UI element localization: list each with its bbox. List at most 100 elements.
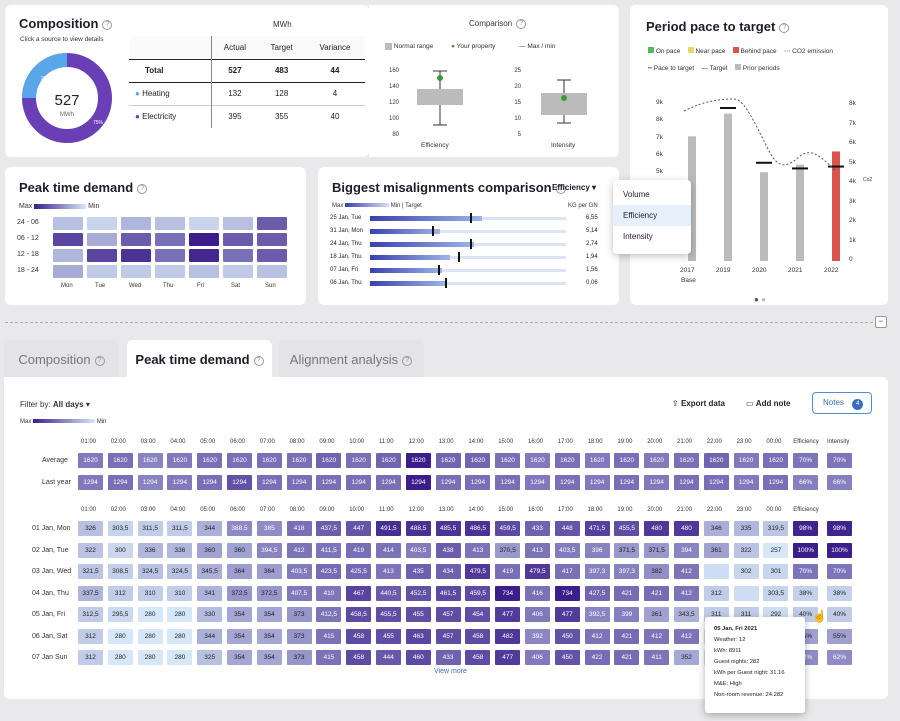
table-row[interactable]: Total 527 483 44 bbox=[129, 59, 365, 82]
peak-cell[interactable] bbox=[121, 249, 151, 262]
heatmap-cell[interactable]: 734 bbox=[554, 585, 580, 601]
heatmap-cell[interactable]: 455,5 bbox=[614, 521, 640, 536]
heatmap-cell[interactable]: 1294 bbox=[167, 475, 193, 490]
heatmap-cell[interactable]: 1620 bbox=[525, 453, 550, 468]
heatmap-cell[interactable]: 421 bbox=[614, 650, 640, 665]
efficiency-cell[interactable]: 70% bbox=[793, 564, 819, 579]
heatmap-cell[interactable]: 410 bbox=[316, 585, 342, 601]
heatmap-cell[interactable]: 373 bbox=[286, 607, 312, 622]
peak-cell[interactable] bbox=[257, 249, 287, 262]
heatmap-cell[interactable]: 364 bbox=[256, 564, 282, 579]
heatmap-cell[interactable]: 455 bbox=[376, 628, 401, 644]
heatmap-cell[interactable] bbox=[703, 564, 729, 579]
heatmap-cell[interactable]: 414 bbox=[376, 542, 401, 558]
heatmap-cell[interactable]: 488,5 bbox=[405, 521, 431, 536]
heatmap-cell[interactable]: 295,5 bbox=[107, 607, 133, 622]
heatmap-cell[interactable]: 335 bbox=[733, 521, 759, 536]
heatmap-cell[interactable]: 459,5 bbox=[465, 585, 491, 601]
heatmap-cell[interactable]: 448 bbox=[554, 521, 580, 536]
info-icon[interactable]: ? bbox=[102, 19, 113, 30]
heatmap-cell[interactable]: 463 bbox=[405, 628, 431, 644]
heatmap-cell[interactable]: 434 bbox=[435, 564, 461, 579]
heatmap-cell[interactable]: 471,5 bbox=[584, 521, 610, 536]
carousel-dots[interactable]: ● ● bbox=[754, 295, 766, 304]
heatmap-cell[interactable]: 412 bbox=[286, 542, 312, 558]
heatmap-cell[interactable]: 280 bbox=[107, 650, 133, 665]
heatmap-cell[interactable]: 461,5 bbox=[435, 585, 461, 601]
peak-cell[interactable] bbox=[223, 233, 253, 246]
heatmap-cell[interactable]: 421 bbox=[614, 585, 640, 601]
heatmap-cell[interactable]: 1620 bbox=[703, 453, 729, 468]
heatmap-cell[interactable]: 412,5 bbox=[316, 607, 342, 622]
peak-cell[interactable] bbox=[155, 265, 185, 278]
tab-composition[interactable]: Composition? bbox=[4, 340, 119, 378]
peak-cell[interactable] bbox=[87, 233, 117, 246]
heatmap-cell[interactable]: 1620 bbox=[376, 453, 401, 468]
heatmap-cell[interactable]: 1294 bbox=[78, 475, 103, 490]
heatmap-cell[interactable]: 403,5 bbox=[286, 564, 312, 579]
heatmap-cell[interactable]: 388,5 bbox=[227, 521, 252, 536]
heatmap-cell[interactable]: 394,5 bbox=[256, 542, 282, 558]
heatmap-cell[interactable]: 280 bbox=[137, 607, 163, 622]
heatmap-cell[interactable]: 1620 bbox=[256, 453, 282, 468]
heatmap-cell[interactable]: 336 bbox=[167, 542, 193, 558]
efficiency-cell[interactable]: 70% bbox=[793, 453, 819, 468]
heatmap-cell[interactable]: 417 bbox=[554, 564, 580, 579]
heatmap-cell[interactable]: 1620 bbox=[614, 453, 640, 468]
peak-cell[interactable] bbox=[257, 217, 287, 230]
heatmap-cell[interactable]: 437,5 bbox=[316, 521, 342, 536]
heatmap-cell[interactable]: 1294 bbox=[137, 475, 163, 490]
heatmap-cell[interactable]: 396 bbox=[584, 542, 610, 558]
option-intensity[interactable]: Intensity bbox=[623, 232, 653, 241]
heatmap-cell[interactable]: 411,5 bbox=[316, 542, 342, 558]
heatmap-cell[interactable]: 457 bbox=[435, 607, 461, 622]
heatmap-cell[interactable]: 312 bbox=[107, 585, 133, 601]
peak-heatmap[interactable]: 24 - 06 06 - 12 12 - 18 18 - 24 Mon Tue Wed Thu… bbox=[15, 217, 305, 305]
heatmap-cell[interactable]: 425,5 bbox=[346, 564, 372, 579]
tab-peak-time-demand[interactable]: Peak time demand? bbox=[127, 340, 272, 380]
intensity-cell[interactable]: 38% bbox=[827, 585, 852, 601]
peak-cell[interactable] bbox=[155, 233, 185, 246]
heatmap-cell[interactable]: 1620 bbox=[107, 453, 133, 468]
heatmap-cell[interactable]: 310 bbox=[167, 585, 193, 601]
heatmap-cell[interactable]: 1620 bbox=[405, 453, 431, 468]
heatmap-cell[interactable]: 1620 bbox=[644, 453, 670, 468]
heatmap-cell[interactable]: 734 bbox=[495, 585, 521, 601]
heatmap-cell[interactable]: 413 bbox=[525, 542, 550, 558]
heatmap-cell[interactable]: 480 bbox=[644, 521, 670, 536]
heatmap-cell[interactable]: 341 bbox=[197, 585, 223, 601]
intensity-cell[interactable]: 70% bbox=[827, 453, 852, 468]
heatmap-cell[interactable]: 361 bbox=[703, 542, 729, 558]
heatmap-cell[interactable]: 458 bbox=[346, 628, 372, 644]
heatmap-cell[interactable]: 1294 bbox=[465, 475, 491, 490]
add-note-button[interactable]: ▭ Add note bbox=[746, 399, 791, 408]
tab-alignment-analysis[interactable]: Alignment analysis? bbox=[278, 340, 424, 378]
heatmap-cell[interactable]: 280 bbox=[107, 628, 133, 644]
heatmap-cell[interactable]: 1620 bbox=[435, 453, 461, 468]
heatmap-cell[interactable]: 427,5 bbox=[584, 585, 610, 601]
heatmap-cell[interactable]: 1620 bbox=[227, 453, 252, 468]
heatmap-cell[interactable]: 1294 bbox=[346, 475, 372, 490]
peak-cell[interactable] bbox=[155, 217, 185, 230]
heatmap-cell[interactable]: 344 bbox=[197, 521, 223, 536]
heatmap-cell[interactable]: 479,5 bbox=[525, 564, 550, 579]
table-row[interactable]: ● Electricity 395 355 40 bbox=[129, 105, 365, 128]
heatmap-cell[interactable]: 480 bbox=[674, 521, 699, 536]
intensity-cell[interactable]: 70% bbox=[827, 564, 852, 579]
heatmap-cell[interactable]: 458 bbox=[465, 628, 491, 644]
heatmap-cell[interactable]: 371,5 bbox=[614, 542, 640, 558]
heatmap-cell[interactable]: 370,5 bbox=[495, 542, 521, 558]
heatmap-cell[interactable]: 346 bbox=[703, 521, 729, 536]
heatmap-cell[interactable]: 1294 bbox=[703, 475, 729, 490]
heatmap-cell[interactable]: 1294 bbox=[286, 475, 312, 490]
heatmap-cell[interactable]: 412 bbox=[674, 564, 699, 579]
heatmap-cell[interactable]: 455,5 bbox=[376, 607, 401, 622]
heatmap-cell[interactable]: 415 bbox=[316, 650, 342, 665]
heatmap-cell[interactable]: 354 bbox=[256, 628, 282, 644]
heatmap-cell[interactable]: 482 bbox=[495, 628, 521, 644]
heatmap-cell[interactable]: 303,5 bbox=[763, 585, 789, 601]
heatmap-cell[interactable]: 319,5 bbox=[763, 521, 789, 536]
heatmap-cell[interactable]: 1294 bbox=[554, 475, 580, 490]
heatmap-cell[interactable]: 382 bbox=[644, 564, 670, 579]
heatmap-cell[interactable]: 372,5 bbox=[256, 585, 282, 601]
